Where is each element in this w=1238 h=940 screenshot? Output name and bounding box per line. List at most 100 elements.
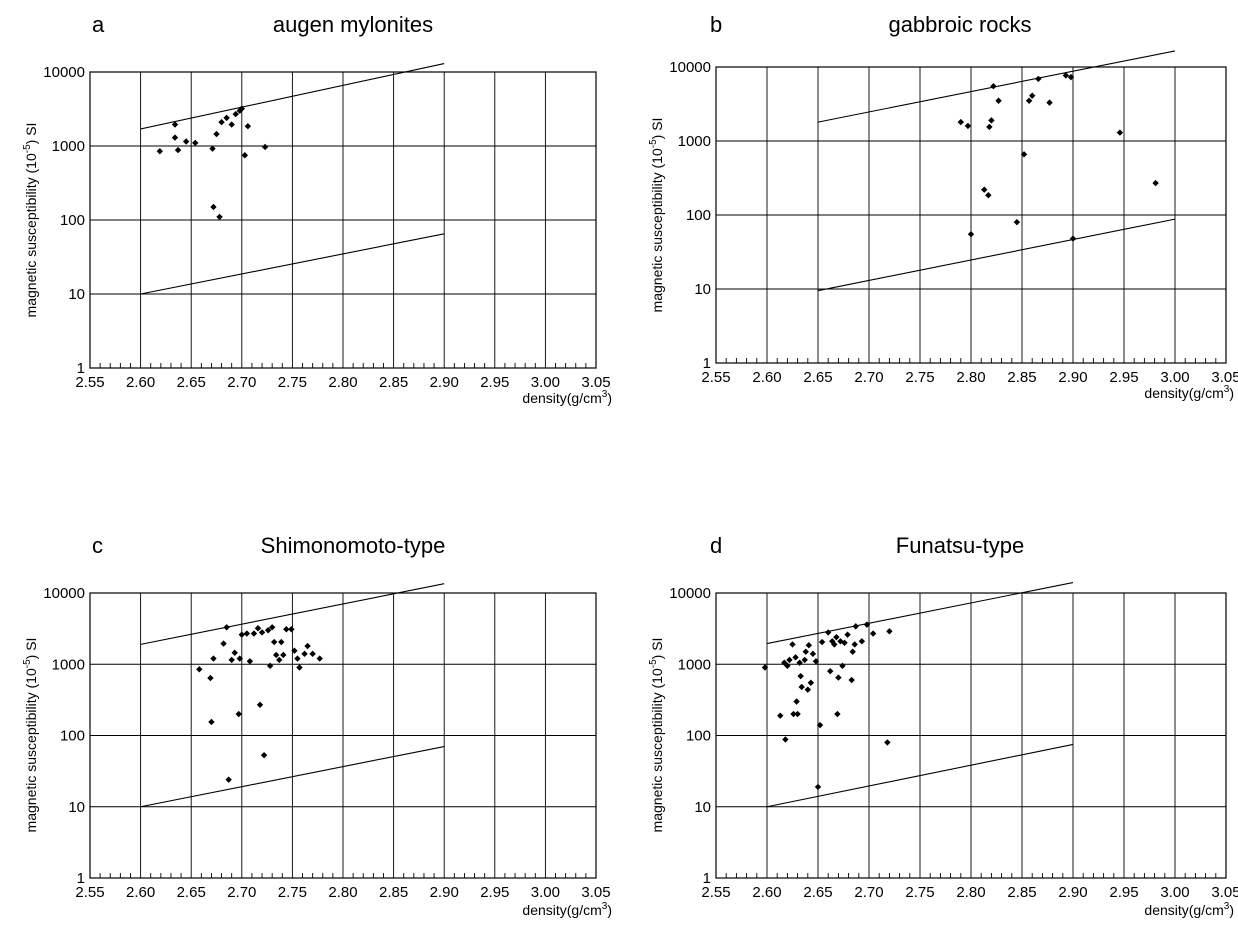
x-tick-label: 2.55 bbox=[701, 884, 730, 901]
data-point bbox=[210, 203, 217, 211]
x-axis-label-sup: 3 bbox=[602, 389, 608, 400]
y-tick-label: 1000 bbox=[52, 656, 85, 673]
data-point bbox=[784, 662, 791, 670]
data-point bbox=[1029, 92, 1036, 99]
data-point bbox=[232, 110, 239, 118]
data-point bbox=[814, 783, 822, 791]
data-point bbox=[1116, 129, 1124, 136]
x-tick-label: 2.65 bbox=[177, 374, 206, 391]
x-tick-label: 3.00 bbox=[1160, 884, 1189, 901]
y-tick-label: 10 bbox=[694, 281, 711, 298]
data-point bbox=[264, 627, 272, 634]
data-point bbox=[208, 718, 215, 726]
x-tick-label: 2.80 bbox=[956, 884, 985, 901]
data-point bbox=[809, 650, 817, 658]
x-tick-label: 2.95 bbox=[1109, 369, 1138, 386]
x-tick-label: 3.05 bbox=[581, 884, 610, 901]
x-tick-label: 2.70 bbox=[854, 369, 883, 386]
data-point bbox=[218, 118, 225, 126]
x-tick-label: 2.85 bbox=[379, 884, 408, 901]
data-point bbox=[985, 192, 992, 199]
data-point bbox=[238, 631, 245, 638]
data-point bbox=[1062, 72, 1070, 79]
data-point bbox=[231, 649, 238, 656]
reference-line bbox=[817, 218, 1176, 292]
x-tick-label: 2.90 bbox=[430, 374, 459, 391]
y-tick-label: 1000 bbox=[678, 656, 711, 673]
data-point bbox=[1152, 179, 1159, 187]
data-point bbox=[256, 701, 264, 708]
y-tick-label: 1 bbox=[703, 870, 711, 887]
data-point bbox=[858, 638, 866, 645]
data-point bbox=[213, 130, 220, 138]
reference-line bbox=[140, 583, 445, 645]
panel-d: d Funatsu-type 2.55 2.60 2.65 2.70 2.75 2.80 2.8… bbox=[648, 533, 1238, 918]
y-tick-label: 1000 bbox=[678, 133, 711, 150]
x-tick-label: 2.90 bbox=[430, 884, 459, 901]
panel-c: c Shimonomoto-type 2.55 2.60 2.65 2.70 2.75 2.8… bbox=[22, 533, 612, 918]
data-point bbox=[1046, 99, 1053, 106]
data-point bbox=[276, 656, 283, 664]
panel-title: Shimonomoto-type bbox=[261, 533, 446, 558]
x-tick-label: 2.65 bbox=[177, 884, 206, 901]
data-point bbox=[786, 656, 793, 664]
x-tick-label: 2.75 bbox=[905, 884, 934, 901]
reference-line bbox=[766, 743, 1074, 808]
data-point bbox=[796, 659, 803, 666]
data-point bbox=[1025, 97, 1033, 104]
data-point bbox=[852, 623, 859, 630]
data-point bbox=[171, 121, 179, 128]
data-point bbox=[986, 123, 993, 131]
data-point bbox=[981, 186, 988, 193]
data-point bbox=[967, 231, 975, 238]
data-point bbox=[782, 736, 789, 743]
x-tick-label: 2.55 bbox=[75, 884, 104, 901]
x-axis-label-sup: 3 bbox=[602, 901, 608, 912]
x-tick-label: 3.05 bbox=[1211, 884, 1238, 901]
data-point bbox=[241, 152, 249, 159]
data-point bbox=[834, 710, 841, 718]
y-tick-label: 1 bbox=[703, 355, 711, 372]
data-point bbox=[957, 118, 964, 126]
data-point bbox=[798, 683, 805, 691]
y-tick-label: 1 bbox=[77, 360, 85, 377]
data-point bbox=[236, 107, 243, 114]
y-axis-label-sup: -5 bbox=[22, 144, 33, 153]
data-point bbox=[268, 624, 276, 631]
data-point bbox=[220, 640, 227, 647]
data-point bbox=[777, 712, 784, 719]
x-tick-label: 2.70 bbox=[854, 884, 883, 901]
data-point bbox=[235, 710, 242, 718]
data-point bbox=[283, 626, 290, 633]
data-point bbox=[207, 674, 214, 682]
data-point bbox=[236, 655, 243, 662]
x-tick-label: 2.95 bbox=[480, 884, 509, 901]
data-point bbox=[886, 628, 893, 635]
y-axis-label-sup: -5 bbox=[648, 659, 659, 668]
data-point bbox=[761, 664, 769, 671]
x-tick-label: 2.85 bbox=[1007, 884, 1036, 901]
data-point bbox=[238, 105, 245, 112]
plot-frame bbox=[89, 71, 597, 369]
data-point bbox=[839, 662, 846, 670]
data-point bbox=[818, 638, 826, 646]
x-axis-label-sup: 3 bbox=[1224, 901, 1230, 912]
reference-line bbox=[140, 63, 445, 130]
data-point bbox=[816, 721, 824, 729]
panel-letter: d bbox=[710, 533, 722, 558]
x-tick-label: 2.70 bbox=[227, 374, 256, 391]
y-tick-label: 10 bbox=[68, 286, 85, 303]
x-axis-label: density(g/cm3) bbox=[1144, 384, 1234, 401]
x-tick-label: 2.80 bbox=[328, 374, 357, 391]
data-point bbox=[781, 659, 788, 666]
y-tick-label: 100 bbox=[60, 212, 85, 229]
data-point bbox=[156, 148, 164, 155]
data-point bbox=[790, 710, 797, 718]
y-tick-label: 10000 bbox=[43, 585, 85, 602]
data-point bbox=[801, 656, 808, 664]
data-point bbox=[192, 139, 199, 147]
x-tick-label: 2.55 bbox=[701, 369, 730, 386]
data-point bbox=[964, 122, 972, 130]
y-axis-label: magnetic susceptibility (10-5) SI bbox=[22, 123, 39, 318]
panel-title: augen mylonites bbox=[273, 12, 433, 37]
